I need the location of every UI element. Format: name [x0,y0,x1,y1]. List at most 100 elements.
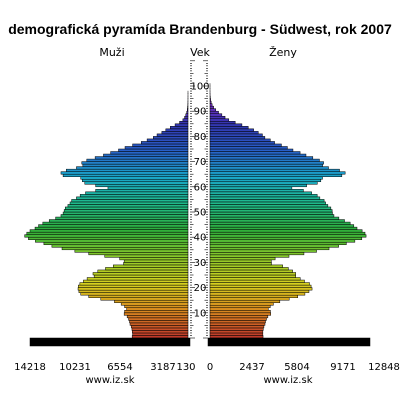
male-bar [94,156,189,160]
male-bar [79,194,189,198]
female-bar [209,325,265,329]
age-tick-label: 30 [194,258,207,269]
female-bar [209,191,312,195]
male-bar [113,264,189,268]
male-bar [110,151,189,155]
male-bar [43,241,189,246]
male-bar [153,136,189,140]
female-bar [209,115,226,120]
female-bar [209,335,264,339]
female-bar [209,199,325,203]
male-bar [60,171,189,175]
male-bar [80,292,189,296]
male-bar [124,310,189,314]
female-bar [209,216,340,220]
male-bar [62,173,189,177]
female-bar [209,178,322,183]
male-bar [129,322,189,326]
female-bar [209,287,313,291]
female-bar [209,297,290,301]
male-bar [42,221,189,225]
female-bar [209,221,351,225]
male-bar [103,153,189,157]
male-bar [86,158,189,162]
female-bar [209,133,263,137]
female-bar [209,121,236,125]
male-bar [165,128,189,132]
center-label-vek: Vek [190,46,210,59]
age-tick-label: 20 [194,283,207,294]
female-bar [209,327,264,331]
female-bar [209,229,363,233]
age-tick-label: 10 [194,308,207,319]
male-bar [132,332,189,336]
female-bar [209,236,363,240]
right-tick-label: 12848 [368,362,400,373]
male-bar [123,312,189,316]
male-bar [85,191,189,195]
female-bar [209,322,266,326]
female-bar [209,186,293,190]
male-bar [95,189,189,193]
female-bar [209,304,271,309]
male-bar [69,201,189,205]
female-bar [209,163,323,167]
female-bar [209,100,212,104]
right-tick-label: 9171 [330,362,355,373]
male-bar [28,236,189,240]
female-bar [209,269,293,273]
female-bar [209,231,366,235]
right-tick-label: 2437 [239,362,264,373]
left-axis-ticks: 14218 10231 6554 3187 130 [14,362,195,373]
source-left: www.iz.sk [85,375,134,386]
female-bar [209,274,296,278]
male-bar [184,115,189,120]
male-bar [78,284,189,288]
male-bar [48,219,189,223]
male-bar [131,327,189,331]
male-bar [156,133,189,137]
female-bar [209,171,346,175]
male-bars [24,90,191,347]
female-bars [207,83,371,347]
female-bar [209,209,333,213]
female-bar [209,264,283,268]
female-bar [209,189,304,193]
left-label-muzi: Muži [99,46,124,59]
male-bar [76,196,189,200]
male-bar [63,209,189,213]
female-bar [209,108,217,112]
female-bar [209,206,332,210]
female-bar [209,196,321,200]
male-bar [83,279,189,283]
female-bar [209,146,288,150]
male-bar [114,299,189,303]
age-tick-label: 40 [194,233,207,244]
female-bar [209,219,345,223]
female-bar [209,282,310,286]
male-bar [95,184,189,188]
male-bar [84,181,189,185]
female-bar [209,176,323,180]
female-bar [209,239,356,243]
male-bar [105,267,189,271]
female-bar [209,307,269,311]
male-bar [123,262,189,266]
age-tick-label: 70 [194,157,207,168]
male-bar [120,302,189,306]
female-bar [209,294,298,298]
female-bar [209,262,272,266]
female-bar [209,332,264,336]
male-bar [186,110,189,114]
right-label-zeny: Ženy [269,46,297,59]
female-bar [209,184,307,188]
male-bar [88,294,189,298]
male-bar [185,113,189,117]
male-bar [51,244,189,248]
right-axis-ticks: 0 2437 5804 9171 12848 [207,362,400,373]
male-bar [170,126,189,130]
male-baseline [29,337,191,347]
male-bar [60,214,189,218]
male-bar [187,108,189,112]
male-bar [129,320,189,324]
